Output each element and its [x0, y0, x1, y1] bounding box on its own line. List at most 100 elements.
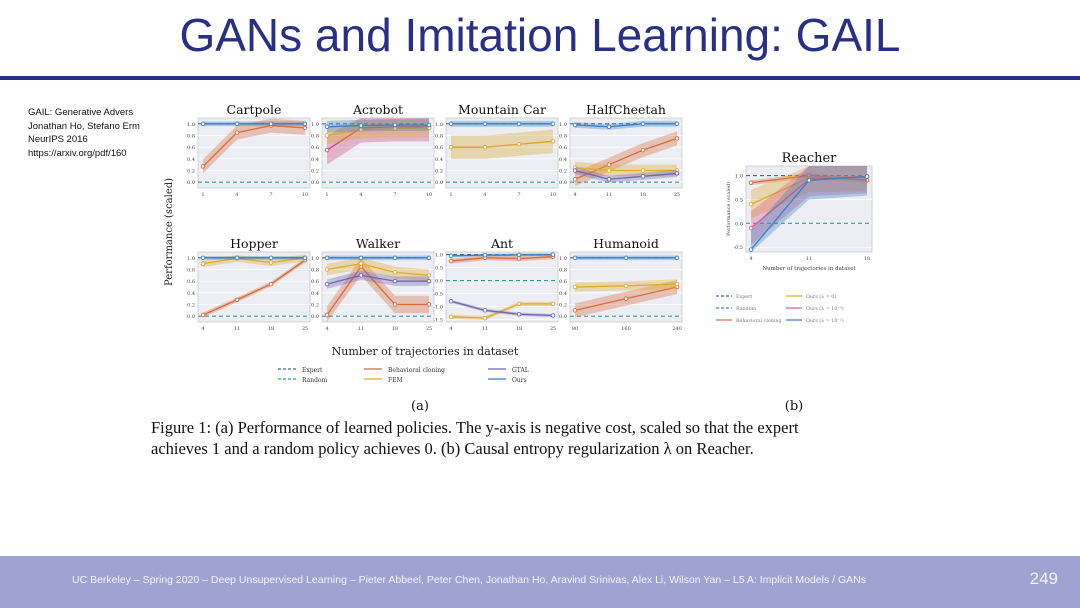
- data-point: [324, 267, 330, 272]
- series-band: [203, 118, 305, 174]
- series-line: [450, 303, 553, 319]
- data-point: [640, 168, 646, 173]
- x-tick-label: 18: [392, 326, 398, 332]
- footer-text: UC Berkeley – Spring 2020 – Deep Unsuper…: [72, 574, 866, 586]
- x-tick-label: 1: [449, 192, 452, 198]
- data-point: [674, 136, 680, 141]
- series-line: [574, 123, 677, 128]
- reacher-ylabel: Performance (scaled): [725, 182, 732, 236]
- data-point: [482, 121, 488, 127]
- data-point: [358, 123, 364, 128]
- data-point: [606, 168, 612, 173]
- y-tick-label: -1.5: [433, 317, 443, 323]
- series-line: [574, 169, 678, 180]
- series-line: [450, 253, 554, 257]
- chart-title: Reacher: [782, 151, 838, 166]
- data-point: [748, 247, 754, 252]
- x-tick-label: 80: [572, 326, 578, 332]
- chart-panel: 0.0 0.2 0.4 0.6 0.8 1.0 4 11 18 25 Walker: [311, 236, 435, 332]
- legend-label: Ours (λ = 10⁻³): [806, 305, 844, 312]
- reference-line: GAIL: Generative Advers: [28, 107, 134, 118]
- chart-panel: 0.0 0.2 0.4 0.6 0.8 1.0 1 4 7 10 Cartpole: [187, 102, 311, 198]
- data-point: [324, 147, 330, 153]
- y-tick-label: 0.4: [187, 157, 195, 163]
- chart-panel: 0.0 0.2 0.4 0.6 0.8 1.0 1 4 7 10 Mountain Car: [435, 102, 559, 198]
- series-band: [751, 173, 867, 186]
- y-tick-label: 0.0: [435, 180, 443, 186]
- reference-link[interactable]: https://arxiv.org/pdf/160: [28, 147, 127, 159]
- data-point: [748, 201, 754, 207]
- y-tick-label: 0.5: [735, 197, 743, 203]
- x-tick-label: 1: [325, 192, 328, 198]
- data-point: [448, 299, 454, 304]
- data-point: [640, 147, 646, 153]
- data-point: [268, 121, 274, 127]
- x-tick-label: 10: [426, 192, 432, 198]
- data-point: [324, 124, 330, 130]
- chart-title: Ant: [490, 236, 513, 251]
- data-point: [358, 255, 364, 261]
- data-point: [448, 258, 454, 264]
- data-point: [623, 255, 629, 261]
- x-tick-label: 4: [483, 192, 486, 198]
- data-point: [324, 133, 330, 138]
- figure-xlabel: Number of trajectories in dataset: [332, 345, 519, 358]
- x-tick-label: 11: [358, 326, 364, 332]
- data-point: [448, 253, 454, 259]
- chart-panel: 0.0 0.2 0.4 0.6 0.8 1.0 4 11 18 25 Hopper: [187, 236, 311, 332]
- figure-label-b: (b): [785, 399, 803, 414]
- data-point: [606, 176, 612, 182]
- x-tick-label: 11: [806, 256, 812, 262]
- data-point: [392, 270, 398, 275]
- data-point: [572, 122, 578, 128]
- x-tick-label: 11: [482, 326, 488, 332]
- data-point: [392, 302, 398, 307]
- legend-a: Expert Random Behavioral cloning FEM GTAL Our…: [278, 367, 529, 384]
- y-tick-label: 1.0: [559, 256, 567, 262]
- x-tick-label: 4: [359, 192, 362, 198]
- x-tick-label: 18: [640, 192, 646, 198]
- data-point: [234, 297, 240, 303]
- data-point: [864, 174, 870, 179]
- series-band: [327, 257, 429, 322]
- reference-line: NeurIPS 2016: [28, 134, 88, 145]
- series-band: [327, 270, 429, 289]
- y-tick-label: 0.0: [311, 180, 319, 186]
- reacher-xlabel: Number of trajectories in dataset: [762, 266, 856, 272]
- data-point: [806, 178, 812, 183]
- x-tick-label: 25: [674, 192, 680, 198]
- y-tick-label: -0.5: [433, 291, 443, 297]
- data-point: [426, 273, 432, 278]
- chart-title: Cartpole: [227, 102, 282, 117]
- data-point: [200, 255, 206, 261]
- legend-label: FEM: [388, 377, 403, 384]
- x-tick-label: 4: [235, 192, 238, 198]
- y-tick-label: 0.8: [559, 268, 567, 274]
- data-point: [426, 302, 432, 307]
- x-tick-label: 11: [606, 192, 612, 198]
- x-tick-label: 4: [449, 326, 452, 332]
- y-tick-label: 0.8: [187, 268, 195, 274]
- chart-panel: -1.5 -1.0 -0.5 0.0 0.5 1.0 4 11 18 25 Ant: [433, 236, 559, 332]
- data-point: [516, 311, 522, 317]
- y-tick-label: 0.0: [735, 221, 743, 227]
- data-point: [572, 308, 578, 313]
- plot-area: [445, 117, 559, 189]
- y-tick-label: 0.6: [559, 279, 567, 285]
- y-tick-label: 0.2: [559, 169, 567, 175]
- data-point: [234, 255, 240, 261]
- y-tick-label: 1.0: [311, 256, 319, 262]
- legend-label: Random: [302, 377, 328, 384]
- x-tick-label: 240: [672, 326, 682, 332]
- y-tick-label: 1.0: [187, 256, 195, 262]
- y-tick-label: 0.6: [187, 279, 195, 285]
- y-tick-label: 1.0: [435, 122, 443, 128]
- data-point: [200, 164, 206, 169]
- data-point: [674, 171, 680, 176]
- chart-title: Humanoid: [593, 236, 659, 251]
- caption-line: Figure 1: (a) Performance of learned pol…: [151, 418, 799, 437]
- data-point: [748, 180, 754, 185]
- data-point: [516, 252, 522, 258]
- data-point: [482, 252, 488, 258]
- x-tick-label: 18: [864, 256, 870, 262]
